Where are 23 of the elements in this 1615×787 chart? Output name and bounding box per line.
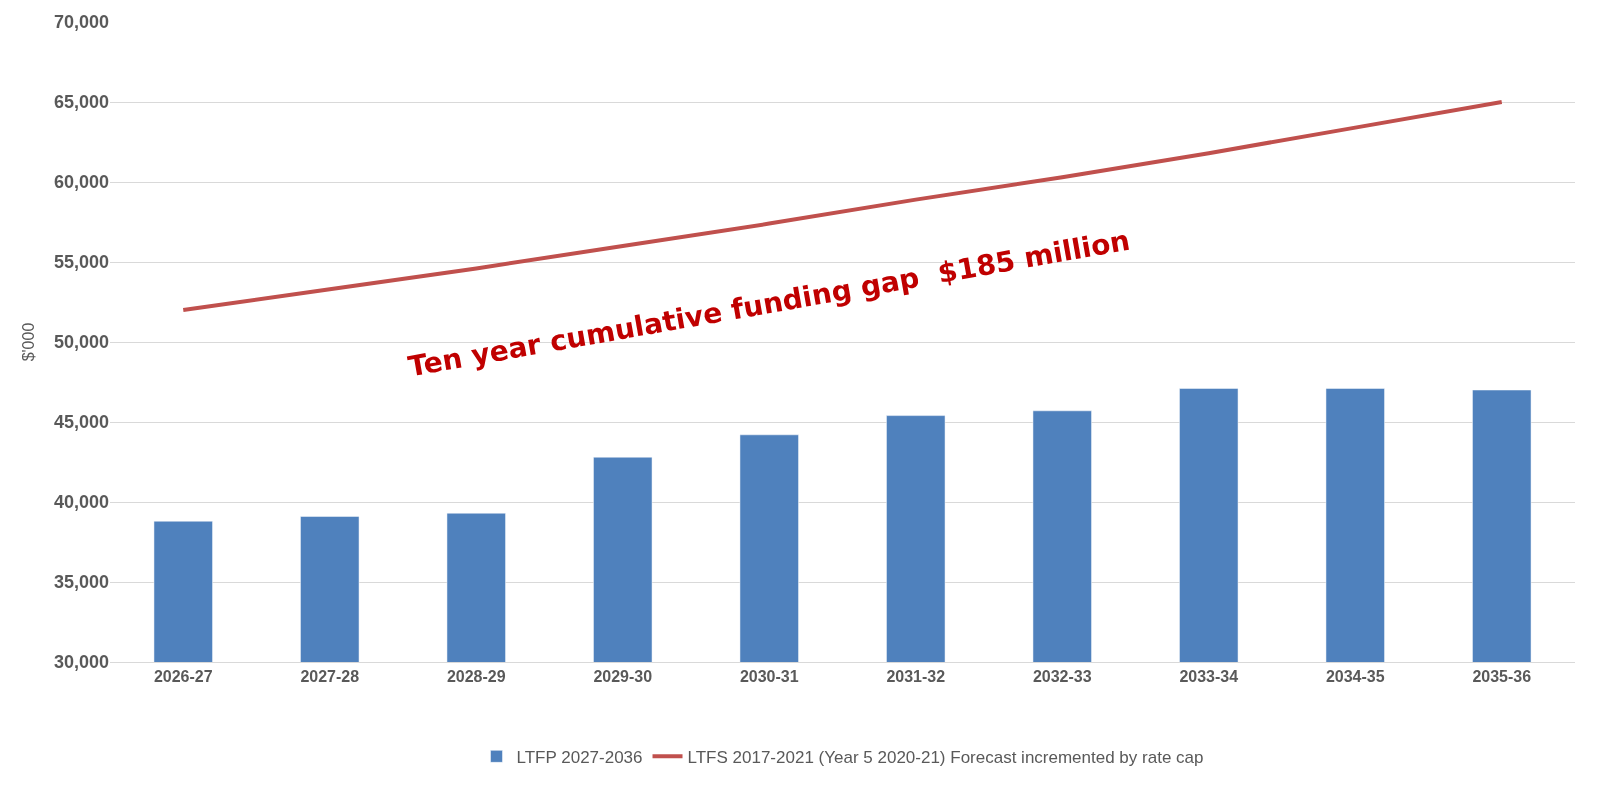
x-tick-label: 2027-28 <box>300 668 360 686</box>
x-tick-label: 2033-34 <box>1179 668 1239 686</box>
y-tick-label: 40,000 <box>53 492 109 513</box>
x-tick-label: 2026-27 <box>153 668 213 686</box>
y-tick-label: 50,000 <box>53 332 109 353</box>
y-tick-label: 60,000 <box>53 172 109 193</box>
annotation: Ten year cumulative funding gap $185 million <box>405 223 1133 384</box>
x-tick-label: 2030-31 <box>739 668 799 686</box>
x-tick-label: 2028-29 <box>446 668 506 686</box>
legend-label: LTFP 2027-2036 <box>516 747 643 767</box>
y-tick-label: 55,000 <box>53 252 109 273</box>
x-tick-label: 2034-35 <box>1325 668 1385 686</box>
x-tick-label: 2031-32 <box>886 668 946 686</box>
y-tick-label: 65,000 <box>53 92 109 113</box>
x-tick-label: 2032-33 <box>1032 668 1092 686</box>
y-tick-label: 45,000 <box>53 412 109 433</box>
y-tick-label: 35,000 <box>53 572 109 593</box>
y-axis-title: $'000 <box>19 322 37 362</box>
x-tick-label: 2029-30 <box>593 668 653 686</box>
x-tick-label: 2035-36 <box>1472 668 1532 686</box>
y-tick-label: 30,000 <box>53 652 109 673</box>
y-tick-label: 70,000 <box>53 12 109 33</box>
legend-label: LTFS 2017-2021 (Year 5 2020-21) Forecast incremented by rate cap <box>687 747 1204 767</box>
